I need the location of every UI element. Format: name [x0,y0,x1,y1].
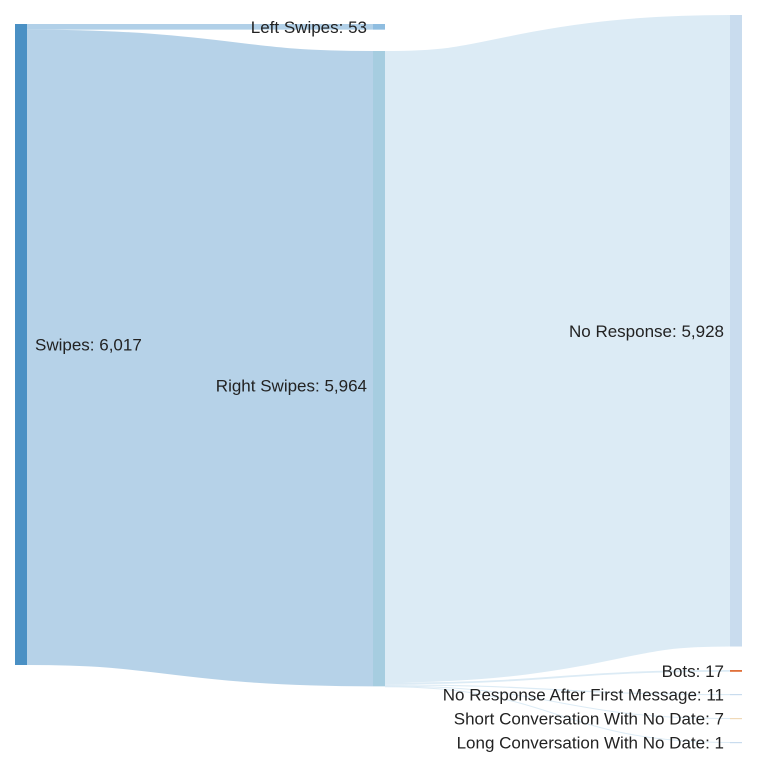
link-right-long[interactable] [384,686,731,743]
node-label-noresp: No Response: 5,928 [569,322,724,341]
link-right-noresp[interactable] [382,14,733,683]
link-swipes-right[interactable] [25,29,375,687]
node-label-long: Long Conversation With No Date: 1 [457,734,724,753]
node-short[interactable] [730,718,742,720]
node-nrafm[interactable] [730,694,742,696]
node-left[interactable] [373,24,385,30]
node-label-nrafm: No Response After First Message: 11 [443,686,724,705]
node-label-bots: Bots: 17 [662,662,724,681]
node-noresp[interactable] [730,15,742,647]
node-long[interactable] [730,742,742,744]
node-swipes[interactable] [15,24,27,665]
link-right-nrafm[interactable] [384,684,731,696]
link-right-short[interactable] [384,685,731,719]
node-label-right: Right Swipes: 5,964 [216,377,367,396]
node-label-left: Left Swipes: 53 [251,18,367,37]
node-label-swipes: Swipes: 6,017 [35,336,142,355]
link-right-bots[interactable] [384,670,731,685]
node-right[interactable] [373,51,385,687]
node-bots[interactable] [730,670,742,672]
node-label-short: Short Conversation With No Date: 7 [454,710,724,729]
